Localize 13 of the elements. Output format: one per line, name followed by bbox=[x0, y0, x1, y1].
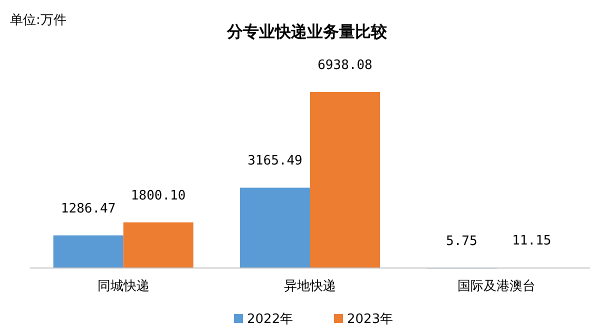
data-label: 3165.49 bbox=[248, 154, 302, 169]
data-label: 5.75 bbox=[446, 234, 478, 249]
x-tick-label: 国际及港澳台 bbox=[458, 279, 536, 294]
x-tick-label: 同城快递 bbox=[97, 279, 150, 294]
legend-label: 2023年 bbox=[347, 312, 394, 327]
chart-title: 分专业快递业务量比较 bbox=[226, 22, 388, 41]
x-tick-label: 异地快递 bbox=[284, 279, 336, 294]
data-label: 1286.47 bbox=[60, 201, 116, 216]
text: 单位:万件 bbox=[10, 13, 66, 28]
data-label: 11.15 bbox=[512, 234, 552, 249]
legend-label: 2022年 bbox=[247, 312, 294, 327]
data-label: 6938.08 bbox=[318, 58, 372, 73]
data-label: 1800.10 bbox=[130, 188, 186, 204]
